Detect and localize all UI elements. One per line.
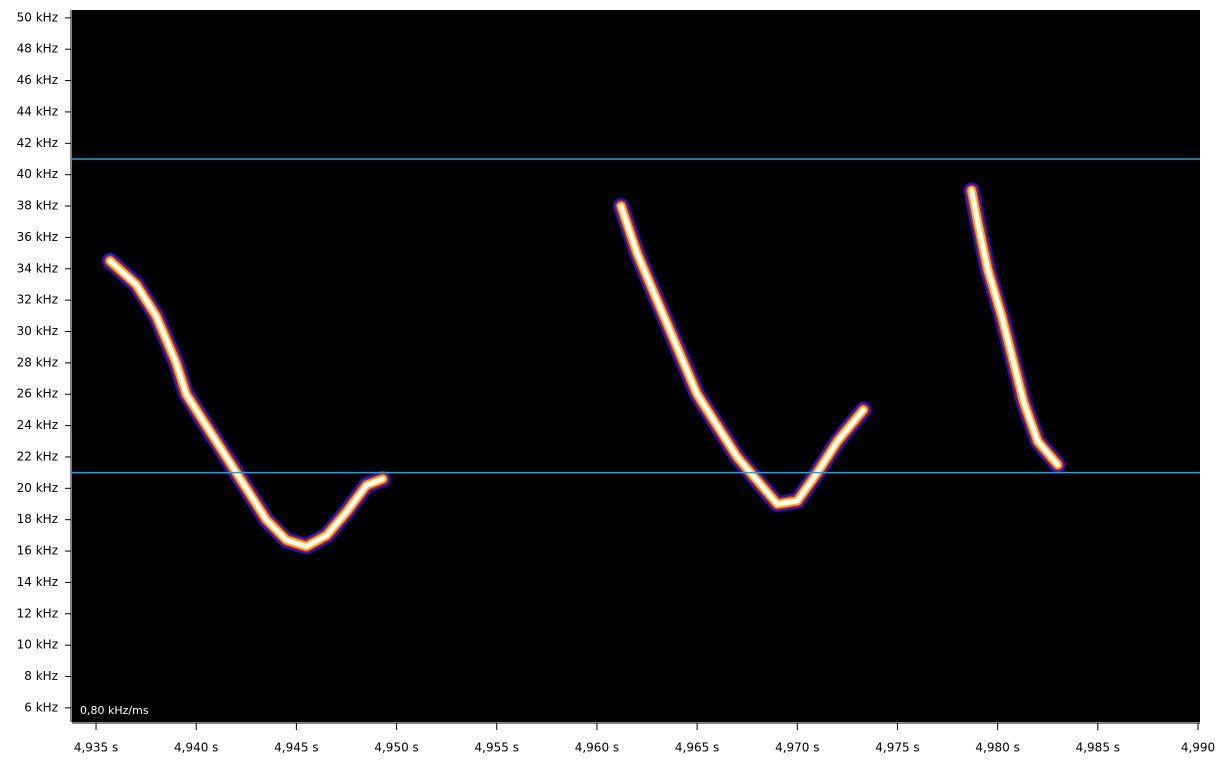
x-tick-label: 4,965 s <box>675 741 719 755</box>
x-tick-label: 4,950 s <box>374 741 418 755</box>
y-tick-label: 22 kHz <box>17 449 58 463</box>
y-tick-label: 36 kHz <box>17 230 58 244</box>
y-tick-label: 32 kHz <box>17 293 58 307</box>
y-tick-label: 34 kHz <box>17 261 58 275</box>
y-tick-label: 48 kHz <box>17 42 58 56</box>
y-tick-label: 26 kHz <box>17 387 58 401</box>
x-tick-label: 4,975 s <box>875 741 919 755</box>
x-tick-label: 4,990 <box>1181 741 1215 755</box>
x-tick-label: 4,985 s <box>1076 741 1120 755</box>
x-tick-label: 4,935 s <box>74 741 118 755</box>
y-tick-label: 38 kHz <box>17 199 58 213</box>
y-tick-label: 18 kHz <box>17 512 58 526</box>
call-trace <box>969 187 1061 468</box>
y-tick-label: 42 kHz <box>17 136 58 150</box>
x-tick-label: 4,945 s <box>274 741 318 755</box>
y-tick-label: 46 kHz <box>17 73 58 87</box>
y-tick-label: 40 kHz <box>17 167 58 181</box>
y-tick-label: 28 kHz <box>17 355 58 369</box>
y-tick-label: 12 kHz <box>17 606 58 620</box>
plot-area <box>72 10 1200 722</box>
x-tick-label: 4,960 s <box>575 741 619 755</box>
x-tick-label: 4,980 s <box>975 741 1019 755</box>
call-trace <box>107 258 386 549</box>
x-tick-label: 4,970 s <box>775 741 819 755</box>
y-tick-label: 10 kHz <box>17 638 58 652</box>
x-tick-label: 4,940 s <box>174 741 218 755</box>
y-tick-label: 16 kHz <box>17 544 58 558</box>
y-tick-label: 14 kHz <box>17 575 58 589</box>
y-tick-label: 50 kHz <box>17 10 58 24</box>
y-tick-label: 6 kHz <box>24 700 58 714</box>
y-tick-label: 24 kHz <box>17 418 58 432</box>
y-tick-label: 30 kHz <box>17 324 58 338</box>
x-tick-label: 4,955 s <box>475 741 519 755</box>
y-tick-label: 44 kHz <box>17 104 58 118</box>
y-tick-label: 8 kHz <box>24 669 58 683</box>
slope-annotation: 0,80 kHz/ms <box>80 704 149 717</box>
y-tick-label: 20 kHz <box>17 481 58 495</box>
